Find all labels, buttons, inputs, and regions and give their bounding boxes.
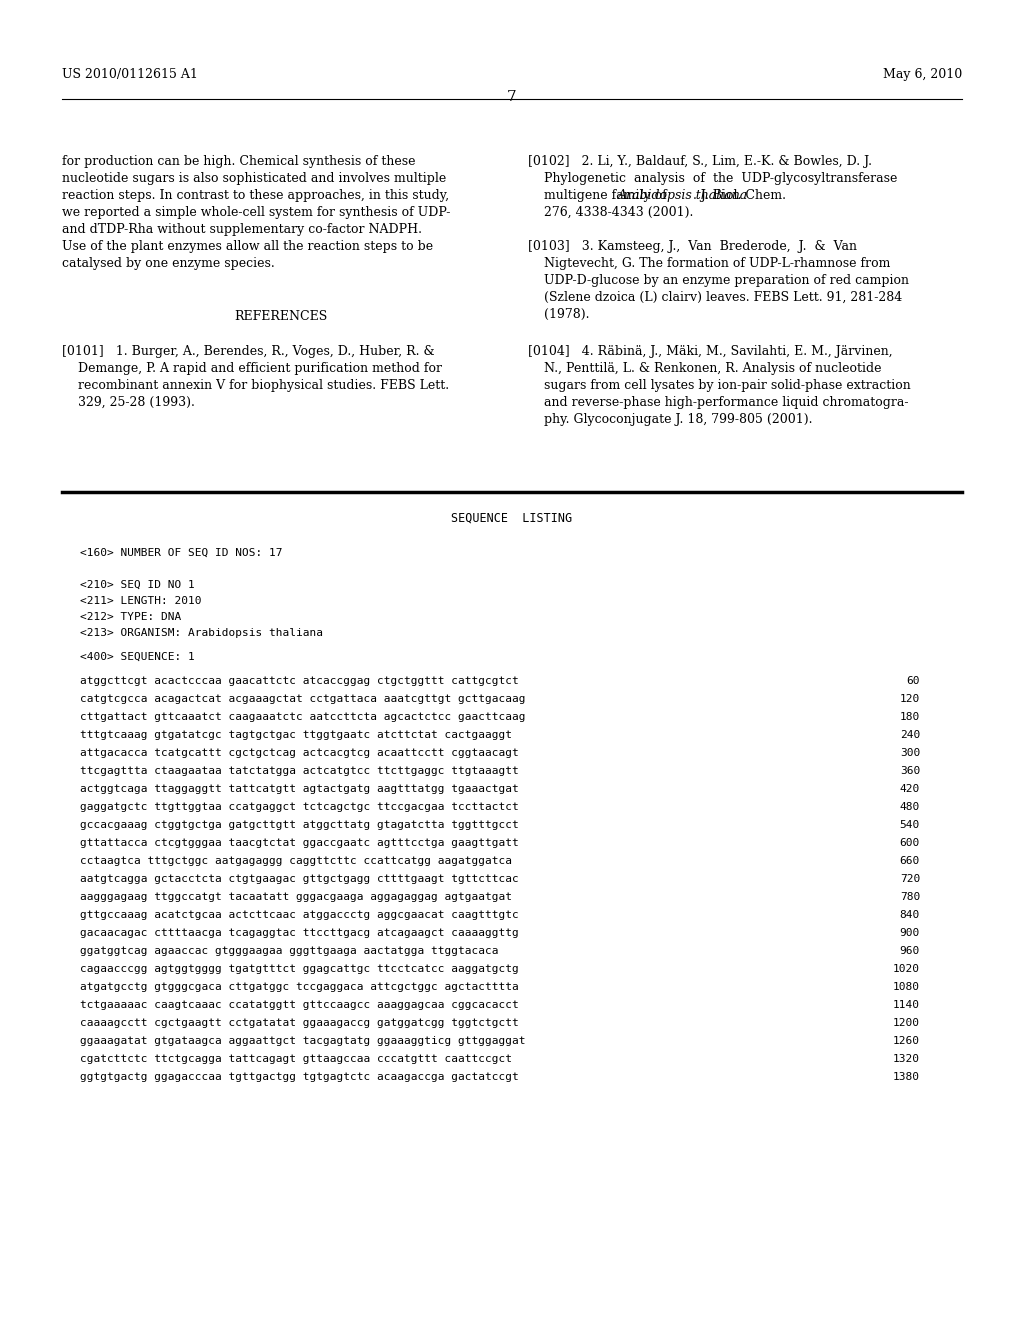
Text: 120: 120 — [900, 694, 920, 704]
Text: reaction steps. In contrast to these approaches, in this study,: reaction steps. In contrast to these app… — [62, 189, 450, 202]
Text: Demange, P. A rapid and efficient purification method for: Demange, P. A rapid and efficient purifi… — [62, 362, 442, 375]
Text: 900: 900 — [900, 928, 920, 939]
Text: caaaagcctt cgctgaagtt cctgatatat ggaaagaccg gatggatcgg tggtctgctt: caaaagcctt cgctgaagtt cctgatatat ggaaaga… — [80, 1018, 519, 1028]
Text: Use of the plant enzymes allow all the reaction steps to be: Use of the plant enzymes allow all the r… — [62, 240, 433, 253]
Text: US 2010/0112615 A1: US 2010/0112615 A1 — [62, 69, 198, 81]
Text: May 6, 2010: May 6, 2010 — [883, 69, 962, 81]
Text: 180: 180 — [900, 711, 920, 722]
Text: 780: 780 — [900, 892, 920, 902]
Text: <213> ORGANISM: Arabidopsis thaliana: <213> ORGANISM: Arabidopsis thaliana — [80, 628, 323, 638]
Text: tttgtcaaag gtgatatcgc tagtgctgac ttggtgaatc atcttctat cactgaaggt: tttgtcaaag gtgatatcgc tagtgctgac ttggtga… — [80, 730, 512, 741]
Text: ggatggtcag agaaccac gtgggaagaa gggttgaaga aactatgga ttggtacaca: ggatggtcag agaaccac gtgggaagaa gggttgaag… — [80, 946, 499, 956]
Text: <211> LENGTH: 2010: <211> LENGTH: 2010 — [80, 597, 202, 606]
Text: and reverse-phase high-performance liquid chromatogra-: and reverse-phase high-performance liqui… — [528, 396, 908, 409]
Text: 420: 420 — [900, 784, 920, 795]
Text: 1200: 1200 — [893, 1018, 920, 1028]
Text: actggtcaga ttaggaggtt tattcatgtt agtactgatg aagtttatgg tgaaactgat: actggtcaga ttaggaggtt tattcatgtt agtactg… — [80, 784, 519, 795]
Text: atgatgcctg gtgggcgaca cttgatggc tccgaggaca attcgctggc agctactttta: atgatgcctg gtgggcgaca cttgatggc tccgagga… — [80, 982, 519, 993]
Text: SEQUENCE  LISTING: SEQUENCE LISTING — [452, 512, 572, 525]
Text: . J. Biol. Chem.: . J. Biol. Chem. — [692, 189, 785, 202]
Text: 540: 540 — [900, 820, 920, 830]
Text: gaggatgctc ttgttggtaa ccatgaggct tctcagctgc ttccgacgaa tccttactct: gaggatgctc ttgttggtaa ccatgaggct tctcagc… — [80, 803, 519, 812]
Text: 276, 4338-4343 (2001).: 276, 4338-4343 (2001). — [528, 206, 693, 219]
Text: sugars from cell lysates by ion-pair solid-phase extraction: sugars from cell lysates by ion-pair sol… — [528, 379, 910, 392]
Text: [0102]   2. Li, Y., Baldauf, S., Lim, E.-K. & Bowles, D. J.: [0102] 2. Li, Y., Baldauf, S., Lim, E.-K… — [528, 154, 872, 168]
Text: 1020: 1020 — [893, 964, 920, 974]
Text: (1978).: (1978). — [528, 308, 590, 321]
Text: 1380: 1380 — [893, 1072, 920, 1082]
Text: phy. Glycoconjugate J. 18, 799-805 (2001).: phy. Glycoconjugate J. 18, 799-805 (2001… — [528, 413, 812, 426]
Text: N., Penttilä, L. & Renkonen, R. Analysis of nucleotide: N., Penttilä, L. & Renkonen, R. Analysis… — [528, 362, 882, 375]
Text: (Szlene dzoica (L) clairv) leaves. FEBS Lett. 91, 281-284: (Szlene dzoica (L) clairv) leaves. FEBS … — [528, 290, 902, 304]
Text: 1080: 1080 — [893, 982, 920, 993]
Text: 960: 960 — [900, 946, 920, 956]
Text: cttgattact gttcaaatct caagaaatctc aatccttcta agcactctcc gaacttcaag: cttgattact gttcaaatct caagaaatctc aatcct… — [80, 711, 525, 722]
Text: aagggagaag ttggccatgt tacaatatt gggacgaaga aggagaggag agtgaatgat: aagggagaag ttggccatgt tacaatatt gggacgaa… — [80, 892, 512, 902]
Text: aatgtcagga gctacctcta ctgtgaagac gttgctgagg cttttgaagt tgttcttcac: aatgtcagga gctacctcta ctgtgaagac gttgctg… — [80, 874, 519, 884]
Text: [0104]   4. Räbinä, J., Mäki, M., Savilahti, E. M., Järvinen,: [0104] 4. Räbinä, J., Mäki, M., Savilaht… — [528, 345, 893, 358]
Text: 60: 60 — [906, 676, 920, 686]
Text: 360: 360 — [900, 766, 920, 776]
Text: ggtgtgactg ggagacccaa tgttgactgg tgtgagtctc acaagaccga gactatccgt: ggtgtgactg ggagacccaa tgttgactgg tgtgagt… — [80, 1072, 519, 1082]
Text: gacaacagac cttttaacga tcagaggtac ttccttgacg atcagaagct caaaaggttg: gacaacagac cttttaacga tcagaggtac ttccttg… — [80, 928, 519, 939]
Text: 1320: 1320 — [893, 1053, 920, 1064]
Text: we reported a simple whole-cell system for synthesis of UDP-: we reported a simple whole-cell system f… — [62, 206, 451, 219]
Text: for production can be high. Chemical synthesis of these: for production can be high. Chemical syn… — [62, 154, 416, 168]
Text: multigene family of: multigene family of — [528, 189, 671, 202]
Text: attgacacca tcatgcattt cgctgctcag actcacgtcg acaattcctt cggtaacagt: attgacacca tcatgcattt cgctgctcag actcacg… — [80, 748, 519, 758]
Text: 600: 600 — [900, 838, 920, 847]
Text: gttgccaaag acatctgcaa actcttcaac atggaccctg aggcgaacat caagtttgtc: gttgccaaag acatctgcaa actcttcaac atggacc… — [80, 909, 519, 920]
Text: 240: 240 — [900, 730, 920, 741]
Text: [0101]   1. Burger, A., Berendes, R., Voges, D., Huber, R. &: [0101] 1. Burger, A., Berendes, R., Voge… — [62, 345, 434, 358]
Text: <210> SEQ ID NO 1: <210> SEQ ID NO 1 — [80, 579, 195, 590]
Text: nucleotide sugars is also sophisticated and involves multiple: nucleotide sugars is also sophisticated … — [62, 172, 446, 185]
Text: cgatcttctc ttctgcagga tattcagagt gttaagccaa cccatgttt caattccgct: cgatcttctc ttctgcagga tattcagagt gttaagc… — [80, 1053, 512, 1064]
Text: 300: 300 — [900, 748, 920, 758]
Text: cctaagtca tttgctggc aatgagaggg caggttcttc ccattcatgg aagatggatca: cctaagtca tttgctggc aatgagaggg caggttctt… — [80, 855, 512, 866]
Text: tctgaaaaac caagtcaaac ccatatggtt gttccaagcc aaaggagcaa cggcacacct: tctgaaaaac caagtcaaac ccatatggtt gttccaa… — [80, 1001, 519, 1010]
Text: recombinant annexin V for biophysical studies. FEBS Lett.: recombinant annexin V for biophysical st… — [62, 379, 450, 392]
Text: 329, 25-28 (1993).: 329, 25-28 (1993). — [62, 396, 195, 409]
Text: [0103]   3. Kamsteeg, J.,  Van  Brederode,  J.  &  Van: [0103] 3. Kamsteeg, J., Van Brederode, J… — [528, 240, 857, 253]
Text: 7: 7 — [507, 90, 517, 104]
Text: gccacgaaag ctggtgctga gatgcttgtt atggcttatg gtagatctta tggtttgcct: gccacgaaag ctggtgctga gatgcttgtt atggctt… — [80, 820, 519, 830]
Text: 660: 660 — [900, 855, 920, 866]
Text: Nigtevecht, G. The formation of UDP-L-rhamnose from: Nigtevecht, G. The formation of UDP-L-rh… — [528, 257, 891, 271]
Text: atggcttcgt acactcccaa gaacattctc atcaccggag ctgctggttt cattgcgtct: atggcttcgt acactcccaa gaacattctc atcaccg… — [80, 676, 519, 686]
Text: 1260: 1260 — [893, 1036, 920, 1045]
Text: 840: 840 — [900, 909, 920, 920]
Text: <400> SEQUENCE: 1: <400> SEQUENCE: 1 — [80, 652, 195, 663]
Text: 1140: 1140 — [893, 1001, 920, 1010]
Text: Arabidopsis thaliana: Arabidopsis thaliana — [617, 189, 749, 202]
Text: 720: 720 — [900, 874, 920, 884]
Text: Phylogenetic  analysis  of  the  UDP-glycosyltransferase: Phylogenetic analysis of the UDP-glycosy… — [528, 172, 897, 185]
Text: gttattacca ctcgtgggaa taacgtctat ggaccgaatc agtttcctga gaagttgatt: gttattacca ctcgtgggaa taacgtctat ggaccga… — [80, 838, 519, 847]
Text: cagaacccgg agtggtgggg tgatgtttct ggagcattgc ttcctcatcc aaggatgctg: cagaacccgg agtggtgggg tgatgtttct ggagcat… — [80, 964, 519, 974]
Text: <160> NUMBER OF SEQ ID NOS: 17: <160> NUMBER OF SEQ ID NOS: 17 — [80, 548, 283, 558]
Text: <212> TYPE: DNA: <212> TYPE: DNA — [80, 612, 181, 622]
Text: ggaaagatat gtgataagca aggaattgct tacgagtatg ggaaaggticg gttggaggat: ggaaagatat gtgataagca aggaattgct tacgagt… — [80, 1036, 525, 1045]
Text: 480: 480 — [900, 803, 920, 812]
Text: ttcgagttta ctaagaataa tatctatgga actcatgtcc ttcttgaggc ttgtaaagtt: ttcgagttta ctaagaataa tatctatgga actcatg… — [80, 766, 519, 776]
Text: catalysed by one enzyme species.: catalysed by one enzyme species. — [62, 257, 274, 271]
Text: and dTDP-Rha without supplementary co-factor NADPH.: and dTDP-Rha without supplementary co-fa… — [62, 223, 422, 236]
Text: UDP-D-glucose by an enzyme preparation of red campion: UDP-D-glucose by an enzyme preparation o… — [528, 275, 909, 286]
Text: catgtcgcca acagactcat acgaaagctat cctgattaca aaatcgttgt gcttgacaag: catgtcgcca acagactcat acgaaagctat cctgat… — [80, 694, 525, 704]
Text: REFERENCES: REFERENCES — [234, 310, 328, 323]
